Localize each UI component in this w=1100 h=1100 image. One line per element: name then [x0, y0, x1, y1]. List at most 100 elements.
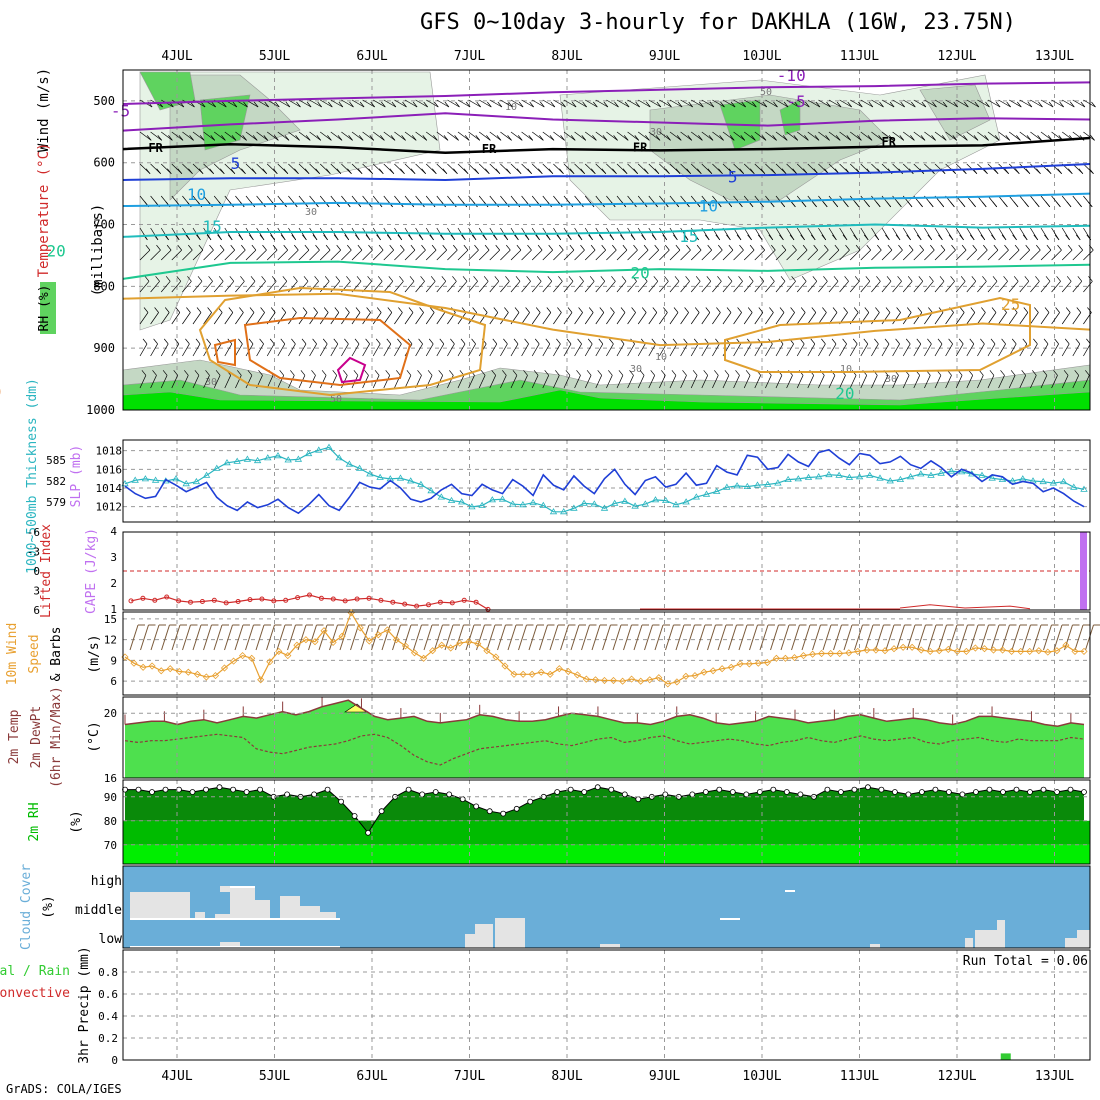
- wind-barb: [139, 249, 151, 261]
- wind-barb: [192, 249, 204, 261]
- wind-barb-flag: [1056, 201, 1061, 208]
- wind-barb-flag: [672, 338, 678, 345]
- wind-barb-flag: [187, 276, 192, 282]
- wind-barb: [924, 375, 931, 389]
- wind-barb-flag: [487, 101, 492, 108]
- wind-barb: [606, 249, 617, 261]
- wind-barb-flag: [549, 135, 555, 141]
- wind-barb-flag: [1032, 370, 1037, 376]
- wind-barb: [1040, 249, 1052, 261]
- wind-speed-point: [591, 676, 600, 684]
- wind-barb-flag: [586, 370, 592, 376]
- wind-barb-flag: [771, 168, 776, 174]
- wind-barb-flag: [905, 338, 911, 345]
- wind-barb-flag: [1091, 101, 1096, 108]
- wind-barb: [956, 99, 969, 108]
- wind-barb-flag: [569, 244, 575, 251]
- wind-barb-flag: [560, 135, 565, 141]
- wind-barb-10m: [843, 624, 853, 651]
- wind-barb: [765, 375, 772, 389]
- wind-barb-flag: [715, 234, 721, 241]
- wind-barb: [383, 249, 394, 261]
- thickness-point: [641, 500, 650, 507]
- cloud-line: [130, 946, 340, 948]
- wind-barb: [1040, 375, 1048, 389]
- wind-barb: [213, 375, 221, 389]
- cloud-line: [785, 890, 795, 892]
- temp2m-frame: [122, 696, 1091, 779]
- wind-barb-flag: [220, 168, 225, 174]
- wind-barb-flag: [1055, 307, 1060, 313]
- wind-barb-flag: [1042, 370, 1048, 376]
- wind-speed-point: [429, 647, 437, 655]
- wind-barb-10m: [213, 624, 223, 651]
- wind-barb-flag: [173, 370, 178, 376]
- wind-barb: [288, 131, 300, 141]
- wind-barb-flag: [855, 244, 861, 251]
- wind-barb-flag: [885, 307, 891, 313]
- cloud-block: [965, 938, 973, 948]
- wind-barb: [1008, 312, 1018, 325]
- wind-barb-flag: [813, 168, 819, 174]
- wind-barb: [712, 312, 721, 325]
- wind-barb-flag: [781, 244, 787, 251]
- wind-barb-flag: [154, 307, 159, 313]
- wind-barb-flag: [1090, 135, 1095, 141]
- wind-barb-flag: [751, 135, 756, 141]
- wind-barb-flag: [620, 307, 626, 313]
- thickness-point: [651, 496, 660, 503]
- wind-barb-flag: [1005, 135, 1011, 141]
- wind-barb-flag: [275, 101, 280, 108]
- wind-barb-flag: [609, 234, 615, 241]
- rh2m-point: [919, 789, 925, 795]
- wind-barb: [871, 343, 879, 357]
- wind-speed-point: [926, 647, 934, 655]
- wind-barb-flag: [290, 370, 295, 376]
- wind-barb: [881, 281, 892, 293]
- wind-barb: [351, 99, 365, 108]
- wind-barb: [553, 99, 566, 108]
- wind-barb: [383, 375, 391, 389]
- li-point: [164, 594, 170, 600]
- slp-tick: 1018: [96, 445, 123, 458]
- wind-barb-flag: [473, 276, 478, 282]
- cloud-block: [870, 944, 880, 948]
- wind-barb-flag: [622, 244, 628, 251]
- wind-barb: [595, 249, 606, 261]
- wind-barb: [139, 375, 147, 389]
- date-label-bottom: 9JUL: [649, 1069, 680, 1084]
- wind-barb: [998, 343, 1006, 357]
- wind-barb-10m: [864, 624, 874, 651]
- wind-barb-flag: [314, 276, 319, 282]
- wind-barb-flag: [728, 244, 734, 251]
- wind-barb: [998, 99, 1011, 108]
- wind-barb: [839, 281, 849, 293]
- wind-speed-point: [257, 676, 265, 684]
- wind-barb: [786, 343, 794, 357]
- wind-barb: [415, 281, 425, 293]
- temp2m-axis-label-1: 2m Temp: [7, 709, 22, 764]
- wind-barb: [945, 343, 953, 357]
- wind-barb-flag: [422, 135, 428, 141]
- wind-barb-flag: [907, 201, 913, 208]
- wind-tick: 12: [104, 634, 117, 647]
- wind-speed-point: [655, 674, 663, 682]
- wind-barb-flag: [304, 244, 310, 251]
- wind-barb: [415, 131, 428, 141]
- wind-barb-flag: [302, 234, 307, 241]
- wind-barb: [447, 249, 458, 261]
- wind-barb-flag: [506, 168, 511, 174]
- wind-barb-flag: [211, 101, 216, 108]
- wind-barb-flag: [673, 234, 678, 241]
- wind-barb-flag: [621, 276, 627, 282]
- wind-barb-flag: [928, 307, 933, 313]
- li-point: [366, 595, 372, 601]
- wind-speed-point: [546, 670, 554, 678]
- thickness-point: [519, 501, 527, 508]
- wind-barb-flag: [662, 338, 667, 345]
- wind-barb: [743, 281, 754, 293]
- rh2m-point: [230, 786, 237, 793]
- wind-barb-flag: [391, 101, 397, 108]
- wind-barb: [913, 99, 927, 108]
- li-point: [342, 598, 348, 604]
